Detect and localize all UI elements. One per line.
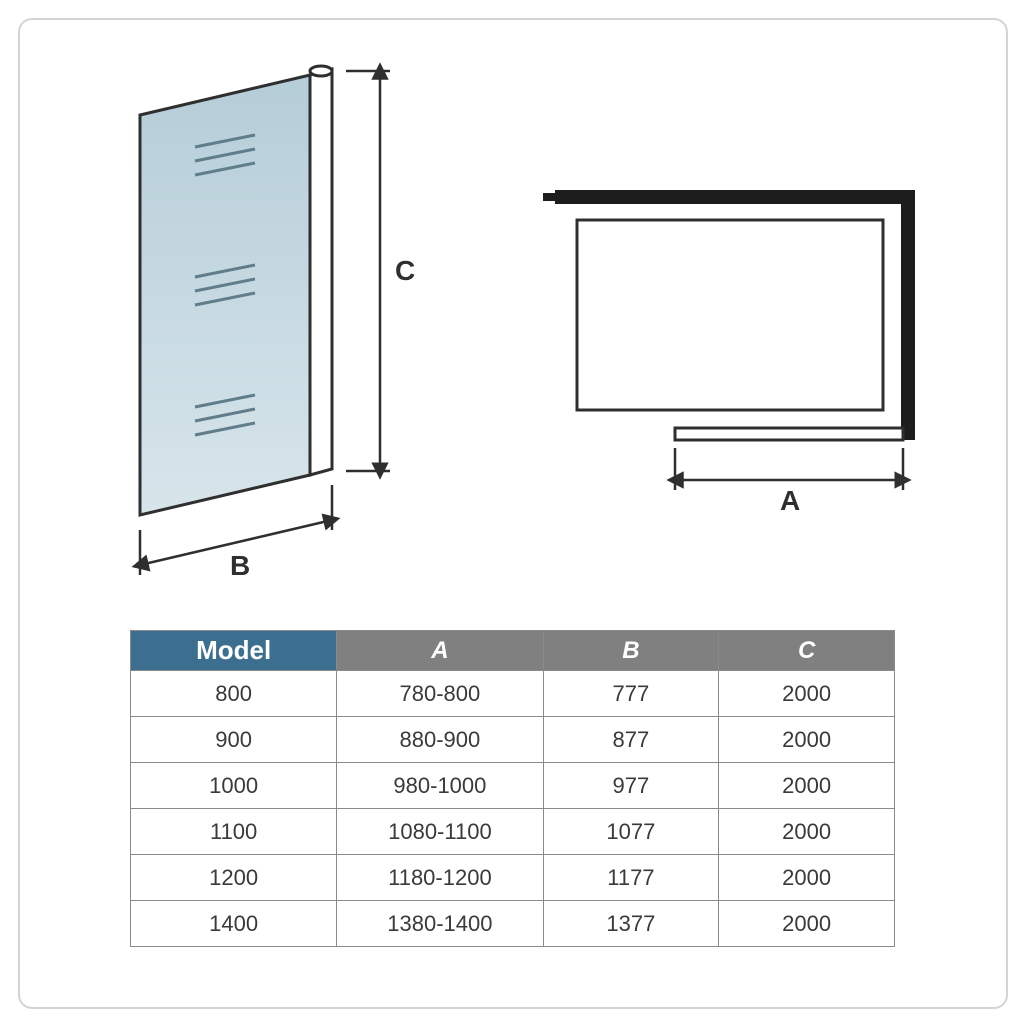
- table-cell: 880-900: [337, 717, 543, 763]
- label-c: C: [395, 255, 415, 286]
- panel-3d-diagram: C B: [140, 66, 415, 581]
- table-cell: 900: [131, 717, 337, 763]
- plan-diagram: A: [543, 190, 915, 516]
- table-row: 1000980-10009772000: [131, 763, 895, 809]
- table-cell: 2000: [719, 855, 895, 901]
- table-cell: 1400: [131, 901, 337, 947]
- table-row: 800780-8007772000: [131, 671, 895, 717]
- table-cell: 1177: [543, 855, 719, 901]
- table-cell: 2000: [719, 809, 895, 855]
- table-cell: 1200: [131, 855, 337, 901]
- label-b: B: [230, 550, 250, 581]
- table-cell: 1380-1400: [337, 901, 543, 947]
- label-a: A: [780, 485, 800, 516]
- dimensions-table: Model A B C 800780-8007772000900880-9008…: [130, 630, 895, 947]
- col-header-c: C: [719, 631, 895, 671]
- table-cell: 980-1000: [337, 763, 543, 809]
- table-cell: 777: [543, 671, 719, 717]
- table-row: 900880-9008772000: [131, 717, 895, 763]
- table-cell: 2000: [719, 671, 895, 717]
- table-cell: 1180-1200: [337, 855, 543, 901]
- diagram-area: C B A: [0, 0, 1026, 625]
- table-cell: 1377: [543, 901, 719, 947]
- table-row: 12001180-120011772000: [131, 855, 895, 901]
- table-cell: 800: [131, 671, 337, 717]
- table-cell: 1080-1100: [337, 809, 543, 855]
- table-cell: 2000: [719, 717, 895, 763]
- table-row: 11001080-110010772000: [131, 809, 895, 855]
- table-row: 14001380-140013772000: [131, 901, 895, 947]
- table-cell: 1100: [131, 809, 337, 855]
- col-header-a: A: [337, 631, 543, 671]
- dimension-diagrams: C B A: [0, 0, 1026, 620]
- table-cell: 1000: [131, 763, 337, 809]
- table-cell: 2000: [719, 763, 895, 809]
- table-cell: 1077: [543, 809, 719, 855]
- table-header-row: Model A B C: [131, 631, 895, 671]
- col-header-b: B: [543, 631, 719, 671]
- col-header-model: Model: [131, 631, 337, 671]
- table-cell: 877: [543, 717, 719, 763]
- table-cell: 2000: [719, 901, 895, 947]
- table-cell: 977: [543, 763, 719, 809]
- table-cell: 780-800: [337, 671, 543, 717]
